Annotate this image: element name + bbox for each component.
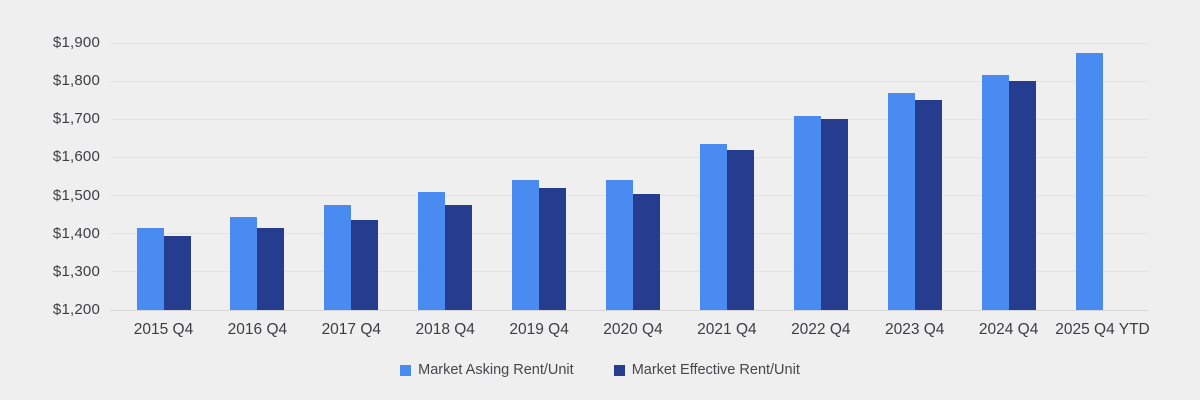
bar-effective-rent-2018 [445,205,473,310]
bar-asking-rent-2018 [418,191,446,310]
gridline-1600 [110,156,1148,158]
x-axis-label-2021: 2021 Q4 [697,321,757,338]
x-axis-label-2020: 2020 Q4 [603,321,663,338]
y-axis-tick-label: $1,600 [52,148,100,166]
legend-label-asking-rent: Market Asking Rent/Unit [418,362,574,378]
plot-area [110,42,1148,311]
bar-effective-rent-2023 [914,100,942,310]
y-axis-tick-label: $1,200 [52,301,100,318]
chart-legend: Market Asking Rent/Unit Market Effective… [0,362,1200,378]
gridline-1800 [110,80,1148,82]
bar-asking-rent-2021 [699,144,727,310]
bar-asking-rent-2024 [981,75,1009,310]
x-axis-label-2018: 2018 Q4 [415,321,475,338]
x-axis-label-2022: 2022 Q4 [791,321,851,338]
y-axis-tick-label: $1,400 [52,224,100,242]
legend-item-asking-rent: Market Asking Rent/Unit [400,362,574,378]
y-axis-tick-label: $1,800 [52,72,100,90]
bar-effective-rent-2021 [726,149,754,310]
gridline-1900 [110,42,1148,44]
bar-asking-rent-2016 [230,216,258,310]
bar-effective-rent-2017 [351,220,379,310]
gridline-1700 [110,118,1148,120]
bar-effective-rent-2024 [1008,81,1036,310]
bar-asking-rent-2019 [512,180,540,310]
bar-asking-rent-2015 [136,228,164,310]
bar-asking-rent-2017 [324,205,352,310]
x-axis-label-2015: 2015 Q4 [133,321,194,338]
y-axis-tick-label: $1,900 [52,34,100,51]
bar-asking-rent-2023 [887,92,915,310]
legend-swatch-asking-rent-icon [400,364,412,376]
bar-asking-rent-2025 [1075,52,1103,310]
x-axis-label-2016: 2016 Q4 [227,321,288,338]
y-axis-tick-label: $1,300 [52,262,100,280]
x-axis-label-2019: 2019 Q4 [509,321,569,338]
x-axis-label-2024: 2024 Q4 [978,321,1039,338]
x-axis-label-2017: 2017 Q4 [321,321,382,338]
legend-label-effective-rent: Market Effective Rent/Unit [631,362,800,378]
legend-swatch-effective-rent-icon [613,364,625,376]
bar-effective-rent-2019 [539,187,567,310]
bar-effective-rent-2016 [257,228,285,310]
bar-effective-rent-2015 [163,235,191,310]
x-axis-label-2023: 2023 Q4 [884,321,945,338]
gridline-1200 [110,309,1148,311]
y-axis-tick-label: $1,700 [52,110,100,128]
x-axis-label-2025: 2025 Q4 YTD [1055,321,1150,338]
bar-asking-rent-2020 [606,180,633,310]
bar-effective-rent-2020 [633,193,660,310]
bar-effective-rent-2022 [820,119,848,310]
y-axis-tick-label: $1,500 [52,186,100,204]
bar-asking-rent-2022 [793,115,821,310]
legend-item-effective-rent: Market Effective Rent/Unit [613,362,800,378]
